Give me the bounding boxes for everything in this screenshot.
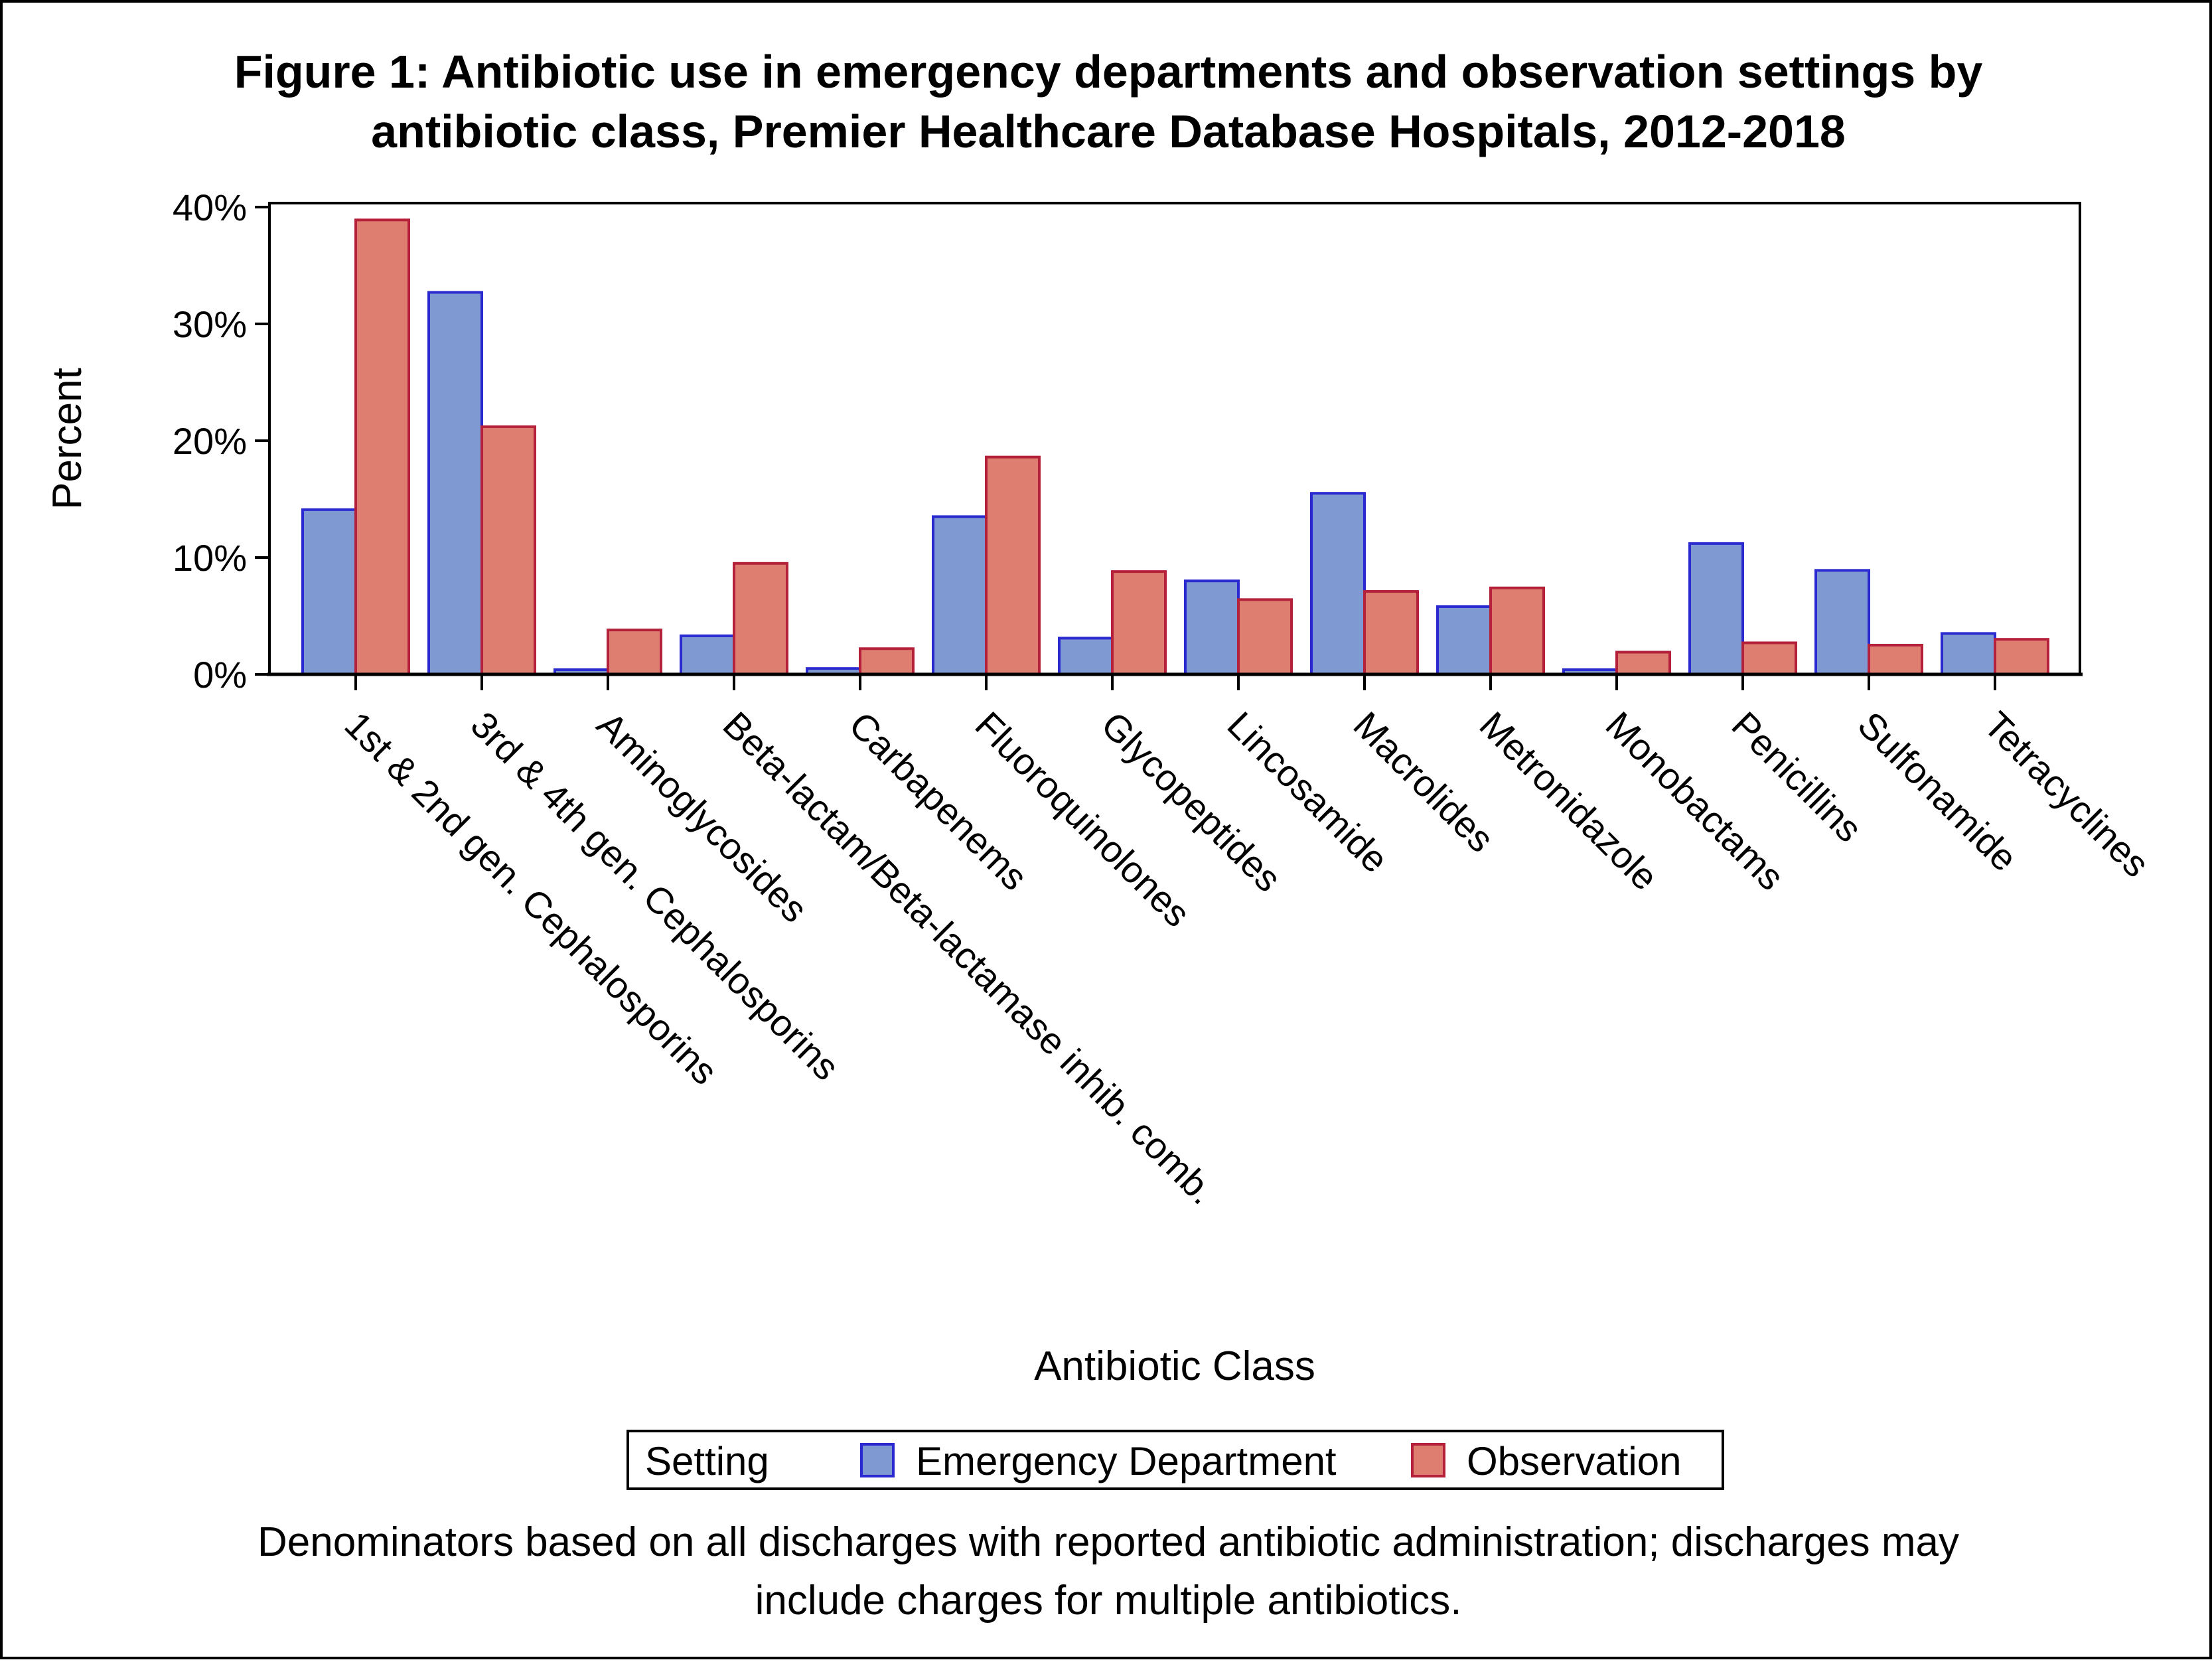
bar-observation-monobactams [1615, 650, 1671, 676]
chart-title-line-2: antibiotic class, Premier Healthcare Dat… [371, 106, 1846, 157]
bar-observation-metronidazole [1489, 586, 1545, 676]
y-tick-label: 30% [173, 303, 247, 345]
bar-emergency-department-1st-2nd-gen-cephalosporins [301, 508, 357, 676]
bar-observation-1st-2nd-gen-cephalosporins [354, 218, 410, 676]
legend-label-emergency-department: Emergency Department [916, 1439, 1337, 1483]
bar-emergency-department-3rd-4th-gen-cephalosporins [427, 291, 483, 676]
x-tick-label-fluoroquinolones: Fluoroquinolones [968, 704, 1199, 935]
chart-title-line-1: Figure 1: Antibiotic use in emergency de… [234, 46, 1983, 98]
y-tick-label: 40% [173, 187, 247, 228]
bar-emergency-department-macrolides [1310, 492, 1366, 676]
legend-swatch-emergency-department [860, 1443, 895, 1477]
bar-emergency-department-fluoroquinolones [932, 515, 988, 676]
legend-label-observation: Observation [1467, 1439, 1682, 1483]
bar-chart-canvas: Figure 1: Antibiotic use in emergency de… [44, 46, 2158, 1624]
x-tick-label-aminoglycosides: Aminoglycosides [589, 704, 816, 931]
plot-area-frame [268, 202, 2081, 676]
bar-emergency-department-lincosamide [1184, 579, 1240, 676]
x-axis-label: Antibiotic Class [1034, 1343, 1315, 1389]
bar-observation-tetracyclines [1994, 638, 2049, 676]
bar-observation-penicillins [1741, 641, 1797, 676]
legend-title: Setting [645, 1439, 769, 1483]
footnote-line-2: include charges for multiple antibiotics… [755, 1578, 1462, 1624]
bar-observation-beta-lactam-beta-lactamase-inhib-comb [733, 562, 788, 676]
bar-emergency-department-penicillins [1688, 542, 1744, 676]
bar-emergency-department-glycopeptides [1058, 637, 1114, 676]
bar-observation-sulfonamide [1868, 644, 1923, 676]
y-axis-label: Percent [44, 368, 90, 510]
y-tick-label: 0% [193, 654, 247, 696]
footnote-line-1: Denominators based on all discharges wit… [258, 1519, 1959, 1565]
legend-frame [627, 1430, 1724, 1490]
bar-observation-aminoglycosides [607, 629, 662, 676]
y-axis: 0% 10% 20% 30% 40% [173, 187, 269, 696]
bar-emergency-department-beta-lactam-beta-lactamase-inhib-comb [680, 634, 735, 676]
bar-observation-carbapenems [859, 647, 915, 676]
bar-observation-macrolides [1363, 590, 1419, 676]
legend: Setting Emergency Department Observation [627, 1430, 1724, 1490]
y-tick-label: 10% [173, 537, 247, 579]
bar-observation-3rd-4th-gen-cephalosporins [480, 425, 536, 676]
bar-observation-glycopeptides [1111, 570, 1167, 676]
bars [301, 218, 2049, 676]
bar-observation-lincosamide [1237, 598, 1293, 676]
legend-swatch-observation [1411, 1443, 1445, 1477]
bar-emergency-department-sulfonamide [1814, 569, 1870, 676]
bar-emergency-department-tetracyclines [1941, 632, 1996, 676]
bar-emergency-department-metronidazole [1436, 605, 1492, 676]
y-tick-label: 20% [173, 420, 247, 462]
bar-observation-fluoroquinolones [985, 455, 1041, 676]
